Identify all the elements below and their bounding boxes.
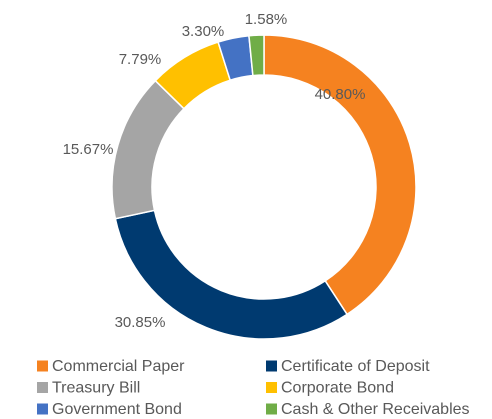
legend-swatch: [266, 382, 277, 393]
data-label: 1.58%: [245, 11, 288, 28]
legend-label: Corporate Bond: [281, 380, 394, 397]
legend-label: Treasury Bill: [52, 380, 140, 397]
legend-swatch: [37, 382, 48, 393]
donut-slice: [248, 34, 265, 77]
donut-slice: [263, 34, 417, 316]
legend-label: Commercial Paper: [52, 358, 185, 375]
legend-swatch: [37, 360, 48, 372]
donut-slice: [111, 79, 186, 220]
data-label: 40.80%: [315, 86, 366, 103]
legend-swatch: [266, 360, 277, 372]
data-label: 3.30%: [182, 23, 225, 40]
data-label: 30.85%: [115, 314, 166, 331]
legend-label: Certificate of Deposit: [281, 358, 430, 375]
data-label: 15.67%: [63, 141, 114, 158]
legend-label: Cash & Other Receivables: [281, 401, 470, 418]
data-label: 7.79%: [119, 51, 162, 68]
legend-swatch: [266, 403, 277, 415]
legend-label: Government Bond: [52, 401, 182, 418]
legend-swatch: [37, 403, 48, 415]
